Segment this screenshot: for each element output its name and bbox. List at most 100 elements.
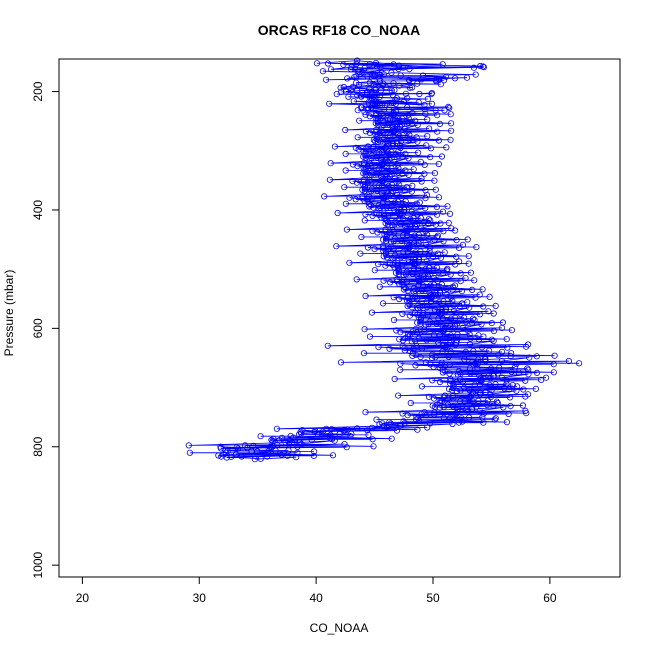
data-point <box>438 281 445 288</box>
y-tick-label: 200 <box>31 81 45 101</box>
data-point <box>383 424 391 431</box>
data-point <box>366 155 373 162</box>
data-point <box>287 432 294 440</box>
data-point <box>391 264 398 271</box>
data-point <box>420 219 427 226</box>
data-point <box>440 414 447 421</box>
data-point <box>371 86 378 93</box>
data-point <box>426 244 434 251</box>
data-point <box>371 102 379 109</box>
data-point <box>440 228 447 235</box>
data-point <box>354 163 361 170</box>
data-point <box>429 253 437 260</box>
data-point <box>322 76 330 83</box>
data-point <box>331 437 338 444</box>
data-point <box>250 442 257 449</box>
data-point <box>431 170 438 177</box>
data-point <box>422 275 429 282</box>
data-point <box>414 122 421 129</box>
data-point <box>406 77 413 84</box>
data-point <box>431 236 438 243</box>
data-point <box>387 279 394 286</box>
data-point <box>257 455 264 462</box>
data-point <box>376 283 383 290</box>
data-point <box>397 329 404 336</box>
data-point <box>402 90 409 97</box>
data-point <box>406 66 413 73</box>
data-point <box>469 315 477 322</box>
data-point <box>410 261 417 268</box>
data-point <box>448 387 455 394</box>
data-point <box>409 352 416 359</box>
data-point <box>380 71 387 78</box>
data-point <box>371 267 378 274</box>
data-point <box>379 194 387 201</box>
data-point <box>414 265 422 272</box>
data-point <box>438 398 445 405</box>
data-point <box>399 279 406 286</box>
data-point <box>381 215 388 222</box>
data-point <box>427 294 434 301</box>
data-point <box>490 372 497 379</box>
data-point <box>461 398 468 405</box>
data-point <box>364 198 371 206</box>
data-point <box>451 227 459 234</box>
data-point <box>431 403 438 410</box>
data-point <box>284 452 291 459</box>
data-point <box>396 211 403 218</box>
data-point <box>383 204 390 211</box>
data-point <box>414 80 421 87</box>
data-point <box>437 310 444 318</box>
data-point <box>414 149 422 156</box>
data-point <box>408 208 415 215</box>
data-point <box>428 100 436 108</box>
data-point <box>452 314 459 321</box>
data-point <box>506 394 514 401</box>
data-point <box>427 154 434 161</box>
data-point <box>383 143 390 150</box>
data-point <box>491 416 498 423</box>
data-point <box>384 149 392 156</box>
data-point <box>373 126 380 133</box>
data-point <box>418 287 426 294</box>
data-point <box>408 304 416 311</box>
data-point <box>401 335 409 342</box>
data-point <box>443 285 450 292</box>
data-point <box>406 312 413 319</box>
data-point <box>417 214 424 222</box>
data-point <box>436 364 443 372</box>
data-point <box>419 72 427 79</box>
data-point <box>440 403 447 411</box>
data-point <box>383 254 391 261</box>
y-tick-label: 600 <box>31 318 45 338</box>
data-point <box>515 369 522 376</box>
data-point <box>424 133 431 140</box>
data-point <box>366 200 373 207</box>
data-point <box>408 188 415 195</box>
data-point <box>442 306 449 313</box>
data-point <box>492 381 499 388</box>
data-point <box>480 64 487 71</box>
data-point <box>447 332 454 339</box>
data-point <box>414 426 421 433</box>
data-point <box>421 170 428 177</box>
data-point <box>376 421 383 428</box>
data-point <box>417 320 424 327</box>
data-point <box>444 344 451 351</box>
data-point <box>422 205 429 212</box>
data-point <box>401 344 408 351</box>
data-point <box>274 441 281 449</box>
data-point <box>396 142 404 149</box>
data-point <box>282 439 289 446</box>
data-point <box>393 95 400 102</box>
data-point <box>425 320 432 328</box>
data-point <box>487 374 494 382</box>
data-point <box>459 378 466 385</box>
x-axis-label: CO_NOAA <box>310 621 369 635</box>
data-point <box>366 113 373 120</box>
data-point <box>400 98 407 105</box>
data-point <box>457 270 464 277</box>
data-point <box>432 186 439 193</box>
data-point <box>434 291 442 299</box>
